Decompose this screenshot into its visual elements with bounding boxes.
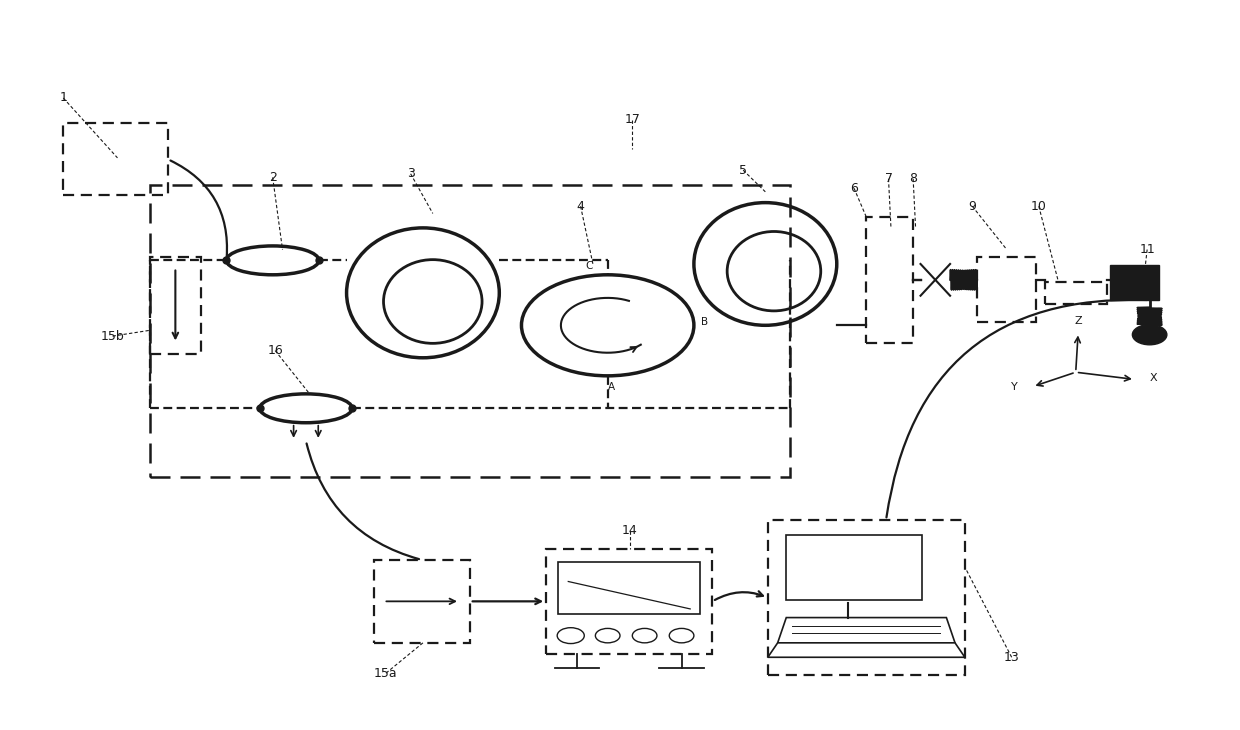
Text: B: B [702, 317, 708, 327]
Bar [546, 549, 712, 653]
Text: 5: 5 [739, 164, 748, 177]
Text: 10: 10 [1030, 200, 1047, 212]
Text: 6: 6 [851, 182, 858, 195]
Bar [768, 520, 965, 675]
Bar [867, 217, 913, 343]
Bar [977, 257, 1037, 322]
Text: 15b: 15b [100, 330, 124, 342]
Text: 15a: 15a [374, 666, 398, 680]
Text: 8: 8 [909, 172, 918, 185]
Text: 12: 12 [1140, 279, 1154, 292]
Text: C: C [585, 261, 593, 271]
Bar [373, 560, 470, 643]
Text: 2: 2 [269, 171, 277, 184]
Text: A: A [608, 382, 615, 391]
Bar [1110, 266, 1159, 300]
Text: 17: 17 [625, 113, 640, 126]
Bar [1045, 282, 1106, 304]
Text: 16: 16 [268, 344, 283, 357]
Text: Z: Z [1074, 316, 1083, 326]
Bar [150, 185, 790, 477]
Text: 13: 13 [1004, 650, 1019, 664]
Text: 11: 11 [1140, 243, 1154, 256]
Bar [558, 562, 701, 614]
Text: 7: 7 [884, 172, 893, 185]
Text: 4: 4 [577, 200, 584, 212]
Bar [63, 123, 167, 196]
Bar [150, 257, 201, 354]
Text: Y: Y [1011, 382, 1018, 391]
Polygon shape [777, 618, 955, 643]
Bar [786, 534, 921, 599]
Text: 3: 3 [407, 167, 414, 180]
Text: 9: 9 [968, 200, 976, 212]
Text: X: X [1149, 373, 1157, 383]
Circle shape [1132, 325, 1167, 345]
Text: 1: 1 [60, 91, 67, 104]
Polygon shape [768, 643, 965, 657]
Text: 14: 14 [622, 524, 637, 537]
